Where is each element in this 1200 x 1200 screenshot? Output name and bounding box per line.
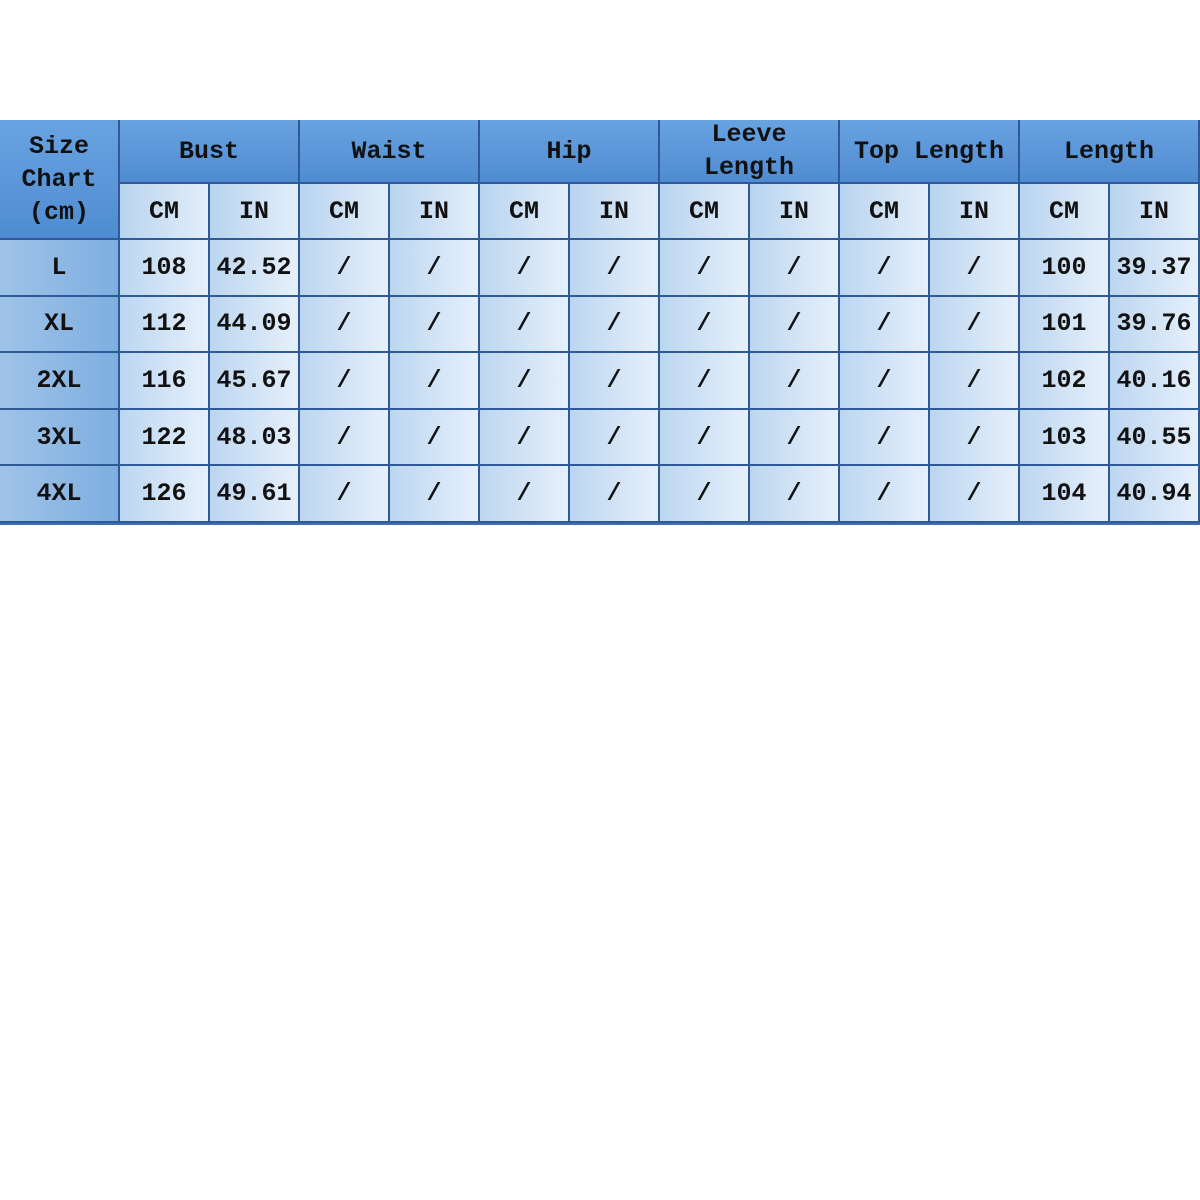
value-cell: 116 xyxy=(120,353,210,410)
unit-header: CM xyxy=(1020,184,1110,240)
value-cell: / xyxy=(930,353,1020,410)
size-table: Size Chart (cm) Bust Waist Hip Leeve Length T… xyxy=(0,120,1200,525)
unit-header: CM xyxy=(840,184,930,240)
size-cell: 4XL xyxy=(0,466,120,523)
value-cell: 40.55 xyxy=(1110,409,1200,467)
group-header: Waist xyxy=(300,120,480,184)
value-cell: / xyxy=(750,409,840,467)
value-cell: / xyxy=(390,240,480,297)
value-cell: / xyxy=(660,296,750,354)
value-cell: / xyxy=(750,240,840,297)
value-cell: / xyxy=(480,296,570,354)
value-cell: / xyxy=(480,353,570,410)
value-cell: / xyxy=(750,353,840,410)
value-cell: / xyxy=(570,296,660,354)
value-cell: 44.09 xyxy=(210,296,300,354)
value-cell: / xyxy=(750,296,840,354)
unit-header: IN xyxy=(210,184,300,240)
value-cell: / xyxy=(390,409,480,467)
group-header: Length xyxy=(1020,120,1200,184)
value-cell: / xyxy=(660,353,750,410)
value-cell: 126 xyxy=(120,466,210,523)
size-cell: 3XL xyxy=(0,409,120,467)
value-cell: / xyxy=(570,466,660,523)
value-cell: / xyxy=(930,296,1020,354)
unit-header: IN xyxy=(1110,184,1200,240)
corner-header: Size Chart (cm) xyxy=(0,120,120,240)
value-cell: / xyxy=(300,296,390,354)
value-cell: 45.67 xyxy=(210,353,300,410)
value-cell: / xyxy=(660,240,750,297)
group-header: Hip xyxy=(480,120,660,184)
value-cell: / xyxy=(840,296,930,354)
value-cell: / xyxy=(660,466,750,523)
value-cell: / xyxy=(930,466,1020,523)
value-cell: / xyxy=(300,353,390,410)
value-cell: 108 xyxy=(120,240,210,297)
unit-header: CM xyxy=(300,184,390,240)
value-cell: 48.03 xyxy=(210,409,300,467)
unit-header: IN xyxy=(570,184,660,240)
unit-header: IN xyxy=(390,184,480,240)
unit-header: IN xyxy=(750,184,840,240)
value-cell: 112 xyxy=(120,296,210,354)
group-header: Leeve Length xyxy=(660,120,840,184)
value-cell: / xyxy=(480,466,570,523)
value-cell: 100 xyxy=(1020,240,1110,297)
value-cell: / xyxy=(570,409,660,467)
value-cell: / xyxy=(390,466,480,523)
value-cell: / xyxy=(840,466,930,523)
unit-header: CM xyxy=(660,184,750,240)
size-cell: XL xyxy=(0,296,120,354)
value-cell: 40.16 xyxy=(1110,353,1200,410)
size-cell: 2XL xyxy=(0,353,120,410)
value-cell: / xyxy=(930,240,1020,297)
group-header: Bust xyxy=(120,120,300,184)
value-cell: 42.52 xyxy=(210,240,300,297)
value-cell: / xyxy=(840,240,930,297)
value-cell: / xyxy=(390,296,480,354)
value-cell: 40.94 xyxy=(1110,466,1200,523)
value-cell: / xyxy=(570,353,660,410)
size-cell: L xyxy=(0,240,120,297)
value-cell: / xyxy=(750,466,840,523)
value-cell: / xyxy=(840,409,930,467)
value-cell: / xyxy=(480,240,570,297)
unit-header: IN xyxy=(930,184,1020,240)
value-cell: / xyxy=(300,240,390,297)
value-cell: 122 xyxy=(120,409,210,467)
unit-header: CM xyxy=(120,184,210,240)
value-cell: 39.37 xyxy=(1110,240,1200,297)
value-cell: 104 xyxy=(1020,466,1110,523)
value-cell: / xyxy=(930,409,1020,467)
value-cell: 49.61 xyxy=(210,466,300,523)
value-cell: / xyxy=(660,409,750,467)
group-header: Top Length xyxy=(840,120,1020,184)
value-cell: 102 xyxy=(1020,353,1110,410)
value-cell: / xyxy=(300,466,390,523)
value-cell: / xyxy=(390,353,480,410)
value-cell: / xyxy=(840,353,930,410)
value-cell: 101 xyxy=(1020,296,1110,354)
value-cell: 39.76 xyxy=(1110,296,1200,354)
value-cell: 103 xyxy=(1020,409,1110,467)
value-cell: / xyxy=(300,409,390,467)
value-cell: / xyxy=(570,240,660,297)
value-cell: / xyxy=(480,409,570,467)
unit-header: CM xyxy=(480,184,570,240)
